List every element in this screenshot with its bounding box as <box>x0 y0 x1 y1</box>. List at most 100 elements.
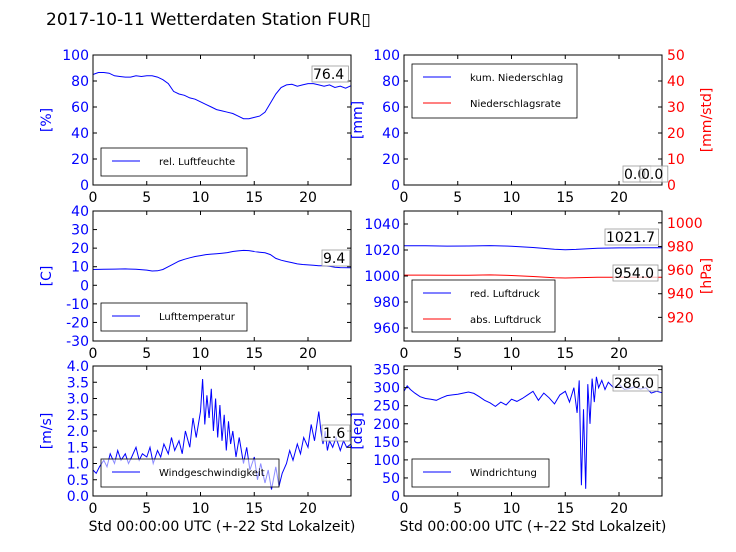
pressure-ytick2-label: 980 <box>667 239 694 255</box>
humidity-ytick-label: 0 <box>80 178 89 194</box>
pressure-ytick-label: 1020 <box>364 243 400 259</box>
windspeed-ytick-label: 4.0 <box>67 359 89 375</box>
winddirection-ytick-label: 50 <box>382 471 400 487</box>
precipitation-legend-box <box>411 63 578 119</box>
precipitation-ytick2-label: 20 <box>667 126 685 142</box>
humidity-ytick-label: 60 <box>71 100 89 116</box>
precipitation-legend-label-0: kum. Niederschlag <box>470 73 563 84</box>
x-axis-label-0: Std 00:00:00 UTC (+-22 Std Lokalzeit) <box>89 519 356 535</box>
winddirection-legend-label-0: Windrichtung <box>470 468 537 479</box>
pressure-ytick2-label: 920 <box>667 310 694 326</box>
x-axis-label-1: Std 00:00:00 UTC (+-22 Std Lokalzeit) <box>400 519 667 535</box>
humidity-xtick-label: 20 <box>299 190 317 206</box>
temperature-value-label-0: 9.4 <box>323 251 345 267</box>
precipitation-ytick-label: 20 <box>382 152 400 168</box>
pressure-ytick2-label: 960 <box>667 263 694 279</box>
winddirection-ytick-label: 100 <box>373 453 400 469</box>
windspeed-ytick-label: 0.5 <box>67 473 89 489</box>
winddirection-ytick-label: 300 <box>373 381 400 397</box>
temperature-ylabel: [C] <box>39 266 55 287</box>
temperature-xtick-label: 10 <box>192 346 210 362</box>
pressure-ylabel2: [hPa] <box>699 258 715 294</box>
pressure-xtick-label: 5 <box>453 346 462 362</box>
winddirection-xtick-label: 20 <box>610 501 628 517</box>
precipitation-ytick-label: 60 <box>382 100 400 116</box>
figure-title: 2017-10-11 Wetterdaten Station FUR▯ <box>46 10 371 30</box>
humidity-xtick-label: 15 <box>245 190 263 206</box>
windspeed-ytick-label: 3.5 <box>67 375 89 391</box>
windspeed-ytick-label: 0.0 <box>67 489 89 505</box>
windspeed-xtick-label: 10 <box>192 501 210 517</box>
precipitation-ytick2-label: 40 <box>667 74 685 90</box>
windspeed-ytick-label: 1.0 <box>67 457 89 473</box>
pressure-xtick-label: 15 <box>556 346 574 362</box>
winddirection-value-box-0 <box>612 374 659 392</box>
precipitation-value-label-1: 0.0 <box>641 167 663 183</box>
humidity-legend-label-0: rel. Luftfeuchte <box>159 157 235 168</box>
windspeed-xtick-label: 0 <box>89 501 98 517</box>
winddirection-legend-box <box>411 458 550 488</box>
temperature-legend-box <box>100 302 248 332</box>
pressure-legend-label-0: red. Luftdruck <box>470 289 540 300</box>
winddirection-value-label-0: 286.0 <box>614 376 654 392</box>
temperature-ytick-label: 0 <box>80 278 89 294</box>
precipitation-xtick-label: 10 <box>503 190 521 206</box>
pressure-ytick-label: 1040 <box>364 217 400 233</box>
pressure-series-0 <box>403 245 662 251</box>
temperature-xtick-label: 5 <box>142 346 151 362</box>
windspeed-ytick-label: 3.0 <box>67 392 89 408</box>
precipitation-ytick-label: 100 <box>373 48 400 64</box>
winddirection-ytick-label: 250 <box>373 399 400 415</box>
pressure-legend-box <box>411 279 556 333</box>
pressure-xtick-label: 0 <box>400 346 409 362</box>
humidity-xtick-label: 5 <box>142 190 151 206</box>
temperature-xtick-label: 0 <box>89 346 98 362</box>
windspeed-ytick-label: 2.5 <box>67 408 89 424</box>
windspeed-ylabel: [m/s] <box>39 413 55 450</box>
temperature-xtick-label: 20 <box>299 346 317 362</box>
temperature-ytick-label: 20 <box>71 241 89 257</box>
windspeed-ytick-label: 1.5 <box>67 440 89 456</box>
humidity-value-box-0 <box>311 65 349 83</box>
precipitation-xtick-label: 0 <box>400 190 409 206</box>
temperature-series-0 <box>92 249 352 272</box>
humidity-legend-box <box>100 147 248 177</box>
precipitation-xtick-label: 20 <box>610 190 628 206</box>
winddirection-xtick-label: 5 <box>453 501 462 517</box>
pressure-xtick-label: 10 <box>503 346 521 362</box>
precipitation-axes-frame <box>403 54 663 186</box>
pressure-ytick-label: 1000 <box>364 269 400 285</box>
temperature-legend-label-0: Lufttemperatur <box>159 312 236 323</box>
winddirection-ytick-label: 0 <box>391 489 400 505</box>
windspeed-value-box-0 <box>321 424 351 442</box>
winddirection-xtick-label: 15 <box>556 501 574 517</box>
pressure-legend-label-1: abs. Luftdruck <box>470 315 541 326</box>
humidity-ytick-label: 20 <box>71 152 89 168</box>
windspeed-xtick-label: 20 <box>299 501 317 517</box>
precipitation-xtick-label: 5 <box>453 190 462 206</box>
temperature-ytick-label: -30 <box>66 334 89 350</box>
precipitation-xtick-label: 15 <box>556 190 574 206</box>
precipitation-ytick2-label: 10 <box>667 152 685 168</box>
windspeed-ytick-label: 2.0 <box>67 424 89 440</box>
precipitation-legend-label-1: Niederschlagsrate <box>470 99 561 110</box>
pressure-ytick-label: 960 <box>373 321 400 337</box>
winddirection-ylabel: [deg] <box>350 412 366 449</box>
humidity-ytick-label: 80 <box>71 74 89 90</box>
pressure-ytick2-label: 1000 <box>667 216 703 232</box>
humidity-xtick-label: 0 <box>89 190 98 206</box>
windspeed-legend-label-0: Windgeschwindigkeit <box>159 468 265 479</box>
humidity-series-0 <box>92 72 352 120</box>
precipitation-value-box-1 <box>639 165 669 183</box>
precipitation-ytick2-label: 30 <box>667 100 685 116</box>
humidity-ytick-label: 40 <box>71 126 89 142</box>
temperature-axes-frame <box>92 210 352 342</box>
precipitation-ylabel2: [mm/std] <box>699 88 715 153</box>
temperature-value-box-0 <box>321 249 351 267</box>
winddirection-ytick-label: 350 <box>373 363 400 379</box>
windspeed-xtick-label: 15 <box>245 501 263 517</box>
windspeed-xtick-label: 5 <box>142 501 151 517</box>
winddirection-ytick-label: 150 <box>373 435 400 451</box>
winddirection-xtick-label: 0 <box>400 501 409 517</box>
precipitation-ylabel: [mm] <box>350 101 366 139</box>
